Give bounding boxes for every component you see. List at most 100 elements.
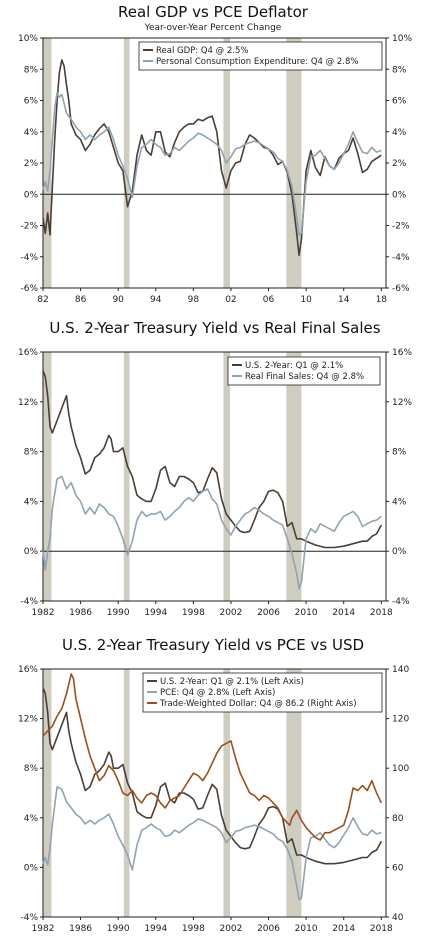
recession-band — [123, 669, 130, 917]
y-tick-label-right: 120 — [392, 715, 409, 725]
x-tick-label: 2018 — [370, 924, 393, 934]
chart-real-gdp-vs-pce-deflator: Real GDP vs PCE Deflator Year-over-Year … — [18, 3, 412, 305]
y-tick-label-right: 4% — [392, 128, 407, 138]
y-tick-label-left: -6% — [20, 284, 38, 294]
series-line-gdp — [42, 59, 382, 256]
plot-frame — [42, 668, 387, 918]
y-tick-label-right: 12% — [392, 398, 412, 408]
recession-band — [223, 669, 231, 917]
y-tick-label-left: 4% — [24, 814, 39, 824]
legend-box — [142, 672, 383, 713]
x-tick-label: 1990 — [107, 924, 130, 934]
x-tick-label: 06 — [263, 295, 275, 305]
recession-band — [43, 38, 52, 288]
series-line-pce — [42, 786, 382, 901]
y-tick-label-right: 40 — [392, 913, 404, 923]
legend-box — [138, 41, 383, 71]
y-tick-label-right: 8% — [392, 448, 407, 458]
chart-2yr-treasury-vs-real-final-sales: U.S. 2-Year Treasury Yield vs Real Final… — [18, 319, 412, 618]
y-tick-label-right: -4% — [392, 597, 410, 607]
x-tick-label: 2002 — [219, 924, 242, 934]
series-line-gdp — [42, 687, 383, 865]
y-tick-label-left: 4% — [24, 128, 39, 138]
y-tick-label-left: 16% — [18, 348, 38, 358]
y-tick-label-left: 16% — [18, 665, 38, 675]
y-tick-label-right: -2% — [392, 222, 410, 232]
y-tick-label-left: 12% — [18, 398, 38, 408]
x-tick-label: 2014 — [332, 608, 355, 618]
y-tick-label-right: 100 — [392, 764, 409, 774]
chart-2yr-treasury-vs-pce-vs-usd: U.S. 2-Year Treasury Yield vs PCE vs USD… — [18, 636, 409, 934]
legend-entry: U.S. 2-Year: Q1 @ 2.1% (Left Axis) — [160, 677, 304, 687]
y-tick-label-left: 2% — [24, 159, 39, 169]
plot-frame — [42, 37, 387, 289]
y-tick-label-left: 8% — [24, 65, 39, 75]
legend-box — [227, 356, 381, 386]
x-tick-label: 82 — [37, 295, 48, 305]
y-tick-label-right: 10% — [392, 34, 412, 44]
recession-band — [123, 352, 130, 601]
y-tick-label-left: -4% — [20, 913, 38, 923]
series-line-usd — [42, 673, 383, 841]
x-tick-label: 1982 — [32, 924, 55, 934]
x-tick-label: 14 — [338, 295, 350, 305]
x-tick-label: 1990 — [107, 608, 130, 618]
legend-entry: Personal Consumption Expenditure: Q4 @ 2… — [156, 57, 358, 67]
x-tick-label: 1986 — [69, 924, 92, 934]
y-tick-label-left: 6% — [24, 97, 39, 107]
x-tick-label: 2010 — [295, 608, 318, 618]
y-tick-label-left: 12% — [18, 715, 38, 725]
y-tick-label-left: 4% — [24, 497, 39, 507]
y-tick-label-right: 140 — [392, 665, 409, 675]
y-tick-label-right: 6% — [392, 97, 407, 107]
x-tick-label: 90 — [112, 295, 124, 305]
y-tick-label-left: -4% — [20, 253, 38, 263]
legend-entry: Real GDP: Q4 @ 2.5% — [156, 46, 248, 56]
y-tick-label-right: 16% — [392, 348, 412, 358]
series-line-gdp — [42, 370, 383, 549]
x-tick-label: 02 — [225, 295, 236, 305]
plot-frame — [42, 351, 387, 602]
y-tick-label-left: 0% — [24, 863, 39, 873]
y-tick-label-left: 8% — [24, 764, 39, 774]
series-line-pce — [42, 475, 382, 590]
recession-band — [43, 352, 52, 601]
y-tick-label-right: -6% — [392, 284, 410, 294]
x-tick-label: 1994 — [144, 924, 167, 934]
y-tick-label-right: 8% — [392, 65, 407, 75]
recession-band — [223, 352, 231, 601]
x-tick-label: 2010 — [295, 924, 318, 934]
y-tick-label-left: 0% — [24, 190, 39, 200]
chart-title: Real GDP vs PCE Deflator — [118, 3, 309, 21]
series-line-pce — [42, 91, 382, 236]
y-tick-label-right: 0% — [392, 547, 407, 557]
x-tick-label: 2002 — [219, 608, 242, 618]
legend-entry: PCE: Q4 @ 2.8% (Left Axis) — [160, 688, 275, 698]
x-tick-label: 2014 — [332, 924, 355, 934]
recession-band — [43, 669, 52, 917]
y-tick-label-right: 0% — [392, 190, 407, 200]
x-tick-label: 94 — [150, 295, 162, 305]
y-tick-label-right: -4% — [392, 253, 410, 263]
y-tick-label-right: 60 — [392, 863, 404, 873]
y-tick-label-right: 2% — [392, 159, 407, 169]
chart-subtitle: Year-over-Year Percent Change — [144, 23, 282, 33]
x-tick-label: 1994 — [144, 608, 167, 618]
y-tick-label-left: 0% — [24, 547, 39, 557]
x-tick-label: 1998 — [182, 608, 205, 618]
legend-entry: Real Final Sales: Q4 @ 2.8% — [245, 372, 364, 382]
x-tick-label: 1998 — [182, 924, 205, 934]
y-tick-label-left: -4% — [20, 597, 38, 607]
x-tick-label: 2006 — [257, 608, 280, 618]
chart-title: U.S. 2-Year Treasury Yield vs Real Final… — [49, 319, 380, 337]
x-tick-label: 86 — [75, 295, 87, 305]
x-tick-label: 18 — [376, 295, 388, 305]
x-tick-label: 10 — [300, 295, 312, 305]
chart-title: U.S. 2-Year Treasury Yield vs PCE vs USD — [62, 636, 364, 654]
legend-entry: Trade-Weighted Dollar: Q4 @ 86.2 (Right … — [159, 699, 357, 709]
x-tick-label: 98 — [188, 295, 200, 305]
legend-entry: U.S. 2-Year: Q1 @ 2.1% — [245, 361, 343, 371]
x-tick-label: 2018 — [370, 608, 393, 618]
y-tick-label-right: 4% — [392, 497, 407, 507]
